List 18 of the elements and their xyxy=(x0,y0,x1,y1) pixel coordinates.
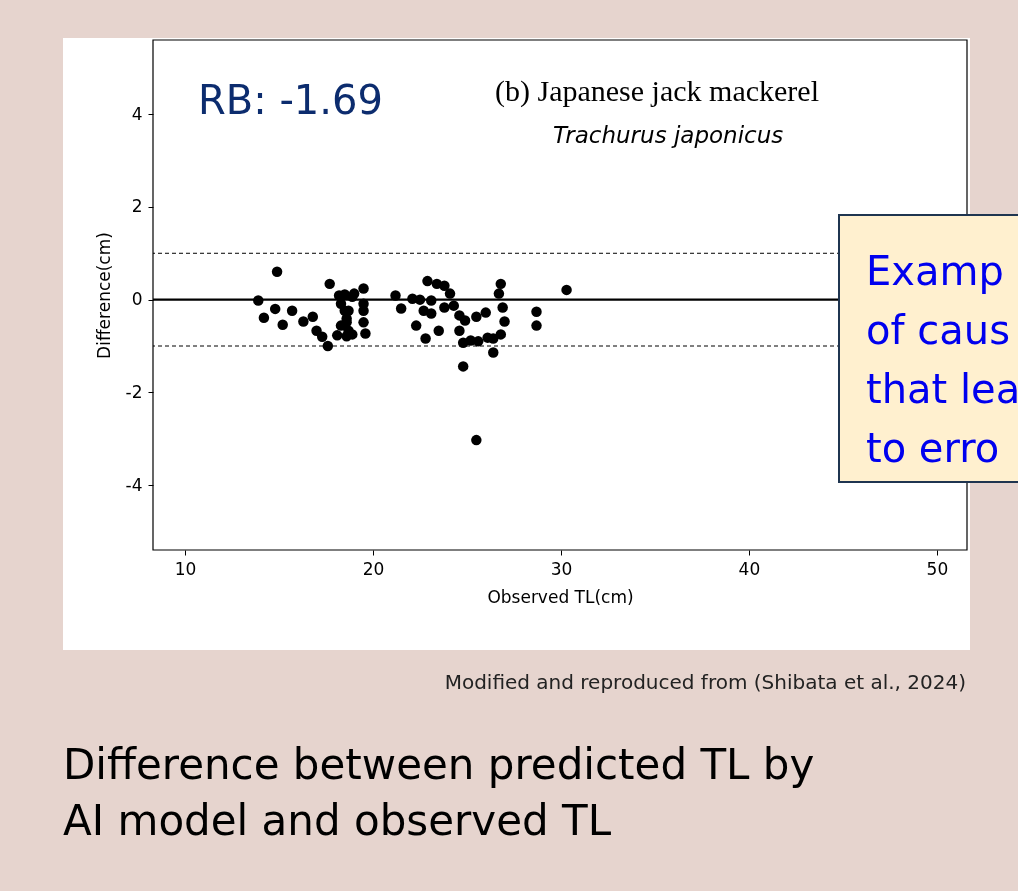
x-tick-label: 20 xyxy=(362,558,385,579)
x-axis-title: Observed TL(cm) xyxy=(487,586,634,607)
annotation: RB: -1.69 xyxy=(198,77,383,123)
annotation: Examp of caus that lea to erro xyxy=(866,248,1018,471)
y-tick-label: -4 xyxy=(125,474,143,495)
x-tick-label: 40 xyxy=(738,558,761,579)
y-tick-label: 4 xyxy=(131,103,143,124)
x-tick-label: 50 xyxy=(926,558,949,579)
y-axis-title: Difference(cm) xyxy=(93,232,114,359)
text: Difference between predicted TL by AI model and observed TL xyxy=(63,740,815,845)
y-tick-label: -2 xyxy=(125,381,143,402)
text: Trachurus japonicus xyxy=(553,122,784,148)
y-tick-label: 2 xyxy=(131,196,143,217)
text: Modified and reproduced from (Shibata et al., 2024) xyxy=(444,670,966,694)
x-tick-label: 10 xyxy=(174,558,197,579)
text: (b) Japanese jack mackerel xyxy=(495,74,819,108)
x-tick-label: 30 xyxy=(550,558,573,579)
y-tick-label: 0 xyxy=(131,289,143,310)
